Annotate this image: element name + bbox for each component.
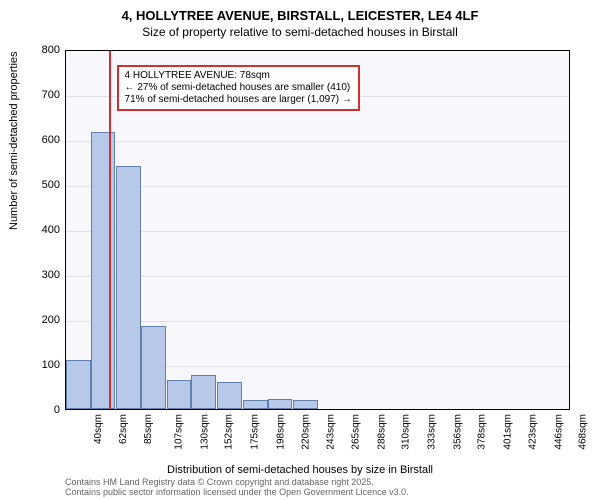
plot-area: 4 HOLLYTREE AVENUE: 78sqm← 27% of semi-d… bbox=[65, 50, 570, 410]
xtick-label: 378sqm bbox=[477, 414, 488, 450]
grid-line bbox=[66, 231, 569, 232]
xtick-label: 243sqm bbox=[326, 414, 337, 450]
ytick-label: 400 bbox=[20, 224, 60, 236]
xtick-label: 130sqm bbox=[199, 414, 210, 450]
xtick-label: 288sqm bbox=[376, 414, 387, 450]
xtick-label: 468sqm bbox=[578, 414, 589, 450]
xtick-label: 423sqm bbox=[527, 414, 538, 450]
xtick-label: 446sqm bbox=[553, 414, 564, 450]
ytick-label: 0 bbox=[20, 404, 60, 416]
annotation-box: 4 HOLLYTREE AVENUE: 78sqm← 27% of semi-d… bbox=[117, 65, 360, 111]
credits-line-2: Contains public sector information licen… bbox=[65, 488, 409, 498]
ytick-label: 300 bbox=[20, 269, 60, 281]
xtick-label: 198sqm bbox=[275, 414, 286, 450]
grid-line bbox=[66, 186, 569, 187]
histogram-bar bbox=[293, 400, 318, 409]
histogram-bar bbox=[191, 375, 216, 409]
chart-title-2: Size of property relative to semi-detach… bbox=[0, 25, 600, 39]
property-marker-line bbox=[109, 51, 111, 409]
xtick-label: 152sqm bbox=[224, 414, 235, 450]
y-axis-label: Number of semi-detached properties bbox=[8, 51, 20, 230]
annotation-line: 4 HOLLYTREE AVENUE: 78sqm bbox=[125, 70, 352, 82]
ytick-label: 100 bbox=[20, 359, 60, 371]
xtick-label: 356sqm bbox=[452, 414, 463, 450]
ytick-label: 700 bbox=[20, 89, 60, 101]
ytick-label: 500 bbox=[20, 179, 60, 191]
xtick-label: 220sqm bbox=[300, 414, 311, 450]
ytick-label: 600 bbox=[20, 134, 60, 146]
xtick-label: 62sqm bbox=[118, 414, 129, 444]
xtick-label: 265sqm bbox=[351, 414, 362, 450]
histogram-bar bbox=[91, 132, 116, 409]
histogram-bar bbox=[167, 380, 192, 409]
xtick-label: 333sqm bbox=[427, 414, 438, 450]
chart-title-1: 4, HOLLYTREE AVENUE, BIRSTALL, LEICESTER… bbox=[0, 8, 600, 23]
grid-line bbox=[66, 321, 569, 322]
histogram-bar bbox=[217, 382, 242, 409]
histogram-bar bbox=[141, 326, 166, 409]
annotation-line: ← 27% of semi-detached houses are smalle… bbox=[125, 82, 352, 94]
xtick-label: 107sqm bbox=[174, 414, 185, 450]
ytick-label: 200 bbox=[20, 314, 60, 326]
xtick-label: 40sqm bbox=[93, 414, 104, 444]
xtick-label: 310sqm bbox=[401, 414, 412, 450]
grid-line bbox=[66, 276, 569, 277]
histogram-bar bbox=[66, 360, 91, 410]
histogram-bar bbox=[243, 400, 268, 409]
xtick-label: 401sqm bbox=[503, 414, 514, 450]
x-axis-label: Distribution of semi-detached houses by … bbox=[0, 464, 600, 476]
xtick-label: 175sqm bbox=[250, 414, 261, 450]
annotation-line: 71% of semi-detached houses are larger (… bbox=[125, 94, 352, 106]
credits: Contains HM Land Registry data © Crown c… bbox=[65, 478, 409, 498]
histogram-bar bbox=[116, 166, 141, 409]
ytick-label: 800 bbox=[20, 44, 60, 56]
histogram-bar bbox=[268, 399, 293, 409]
xtick-label: 85sqm bbox=[143, 414, 154, 444]
grid-line bbox=[66, 141, 569, 142]
